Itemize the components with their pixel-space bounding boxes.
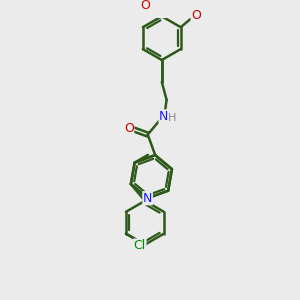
Text: N: N xyxy=(159,110,168,123)
Text: O: O xyxy=(124,122,134,135)
Text: Cl: Cl xyxy=(134,239,146,252)
Text: N: N xyxy=(143,192,152,205)
Text: O: O xyxy=(191,9,201,22)
Text: H: H xyxy=(168,113,177,123)
Text: O: O xyxy=(140,0,150,12)
